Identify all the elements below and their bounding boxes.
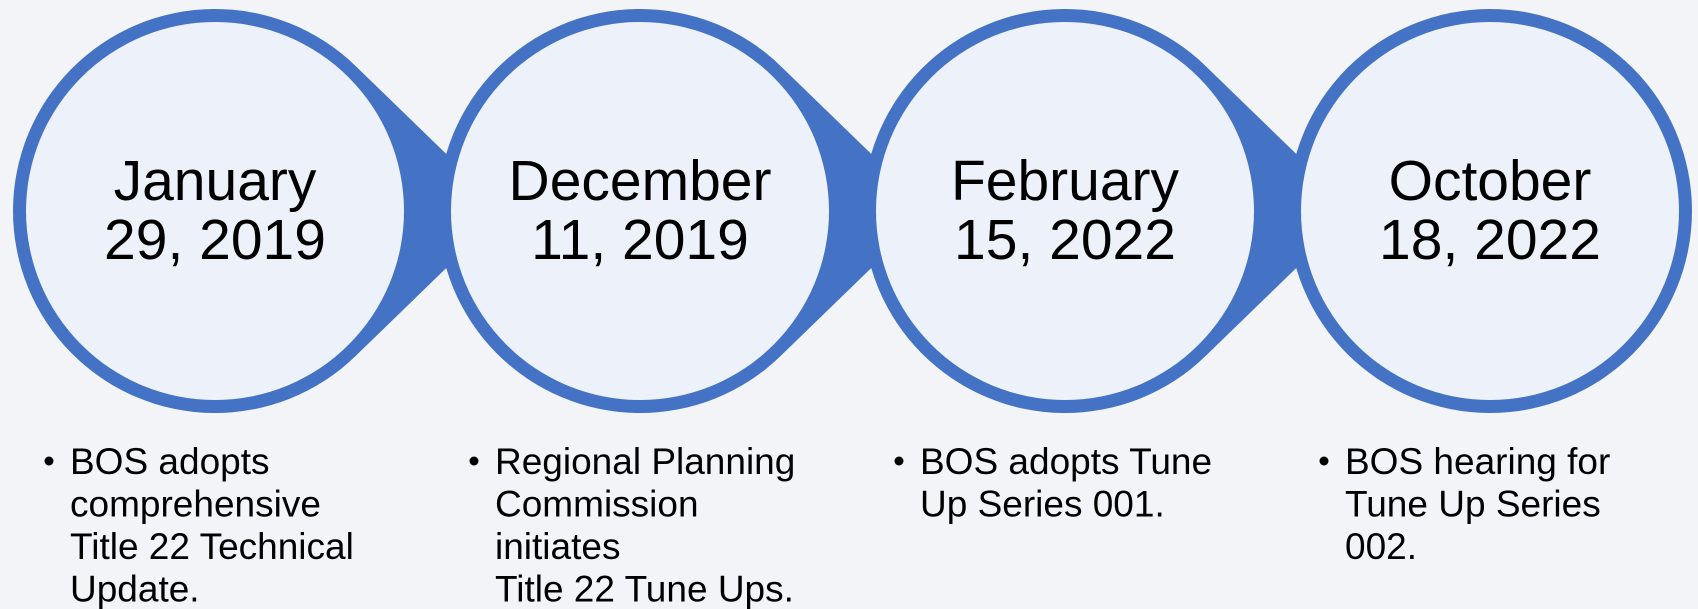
bullet xyxy=(44,456,54,466)
note-line: BOS adopts xyxy=(70,441,270,482)
note-line: BOS hearing for xyxy=(1345,441,1610,482)
note-line: Commission xyxy=(495,484,699,525)
note-line: Update. xyxy=(70,569,200,609)
step-circle xyxy=(26,22,404,400)
note-line: BOS adopts Tune xyxy=(920,441,1212,482)
note-line: Title 22 Tune Ups. xyxy=(495,569,794,609)
bullet xyxy=(1319,456,1329,466)
bullet xyxy=(469,456,479,466)
note-line: Up Series 001. xyxy=(920,484,1165,525)
date-label: October xyxy=(1389,149,1592,213)
date-label: January xyxy=(114,149,317,213)
date-label: 29, 2019 xyxy=(104,208,326,272)
step-circle xyxy=(1301,22,1679,400)
date-label: 15, 2022 xyxy=(954,208,1176,272)
step-circle xyxy=(876,22,1254,400)
bullet xyxy=(894,456,904,466)
note-line: Title 22 Technical xyxy=(70,526,354,567)
note-line: Tune Up Series xyxy=(1345,484,1601,525)
note-line: comprehensive xyxy=(70,484,321,525)
date-label: 18, 2022 xyxy=(1379,208,1601,272)
date-label: February xyxy=(951,149,1180,213)
note-line: initiates xyxy=(495,526,620,567)
date-label: December xyxy=(509,149,772,213)
date-label: 11, 2019 xyxy=(531,208,749,272)
note-line: Regional Planning xyxy=(495,441,795,482)
note-line: 002. xyxy=(1345,526,1417,567)
step-circle xyxy=(451,22,829,400)
